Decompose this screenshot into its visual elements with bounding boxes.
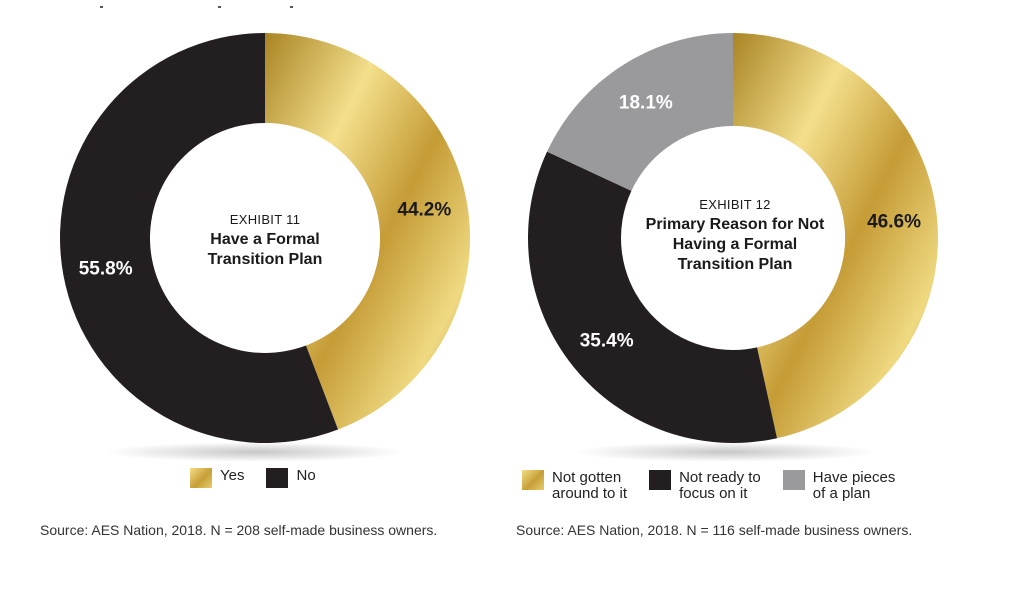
donut-value-label-not-ready-to-focus-on-it: 35.4%: [580, 330, 634, 351]
exhibit-12-legend: Not gotten around to it Not ready to foc…: [522, 470, 917, 502]
donut-slice-not-gotten-around-to-it: [733, 33, 939, 439]
exhibit-12-panel: 46.6% 35.4% 18.1% EXHIBIT 12 Primary Reaso…: [500, 0, 1024, 598]
exhibit-12-source: Source: AES Nation, 2018. N = 116 self-m…: [516, 522, 913, 538]
donut-slice-not-ready-to-focus-on-it: [528, 151, 778, 444]
donut-shadow: [105, 442, 405, 462]
legend-label-not-ready: Not ready to focus on it: [679, 469, 761, 502]
exhibit-11-center-label: EXHIBIT 11 Have a Formal Transition Plan: [175, 212, 355, 270]
donut-slice-no: [60, 33, 339, 443]
exhibit-11-donut-chart: 44.2% 55.8%: [60, 33, 471, 462]
exhibit-12-donut-chart: 46.6% 35.4% 18.1%: [528, 33, 939, 462]
exhibit-12-center-label: EXHIBIT 12 Primary Reason for Not Having…: [635, 197, 835, 275]
legend-label-have-pieces: Have pieces of a plan: [812, 469, 896, 502]
donut-value-label-not-gotten-around-to-it: 46.6%: [867, 211, 921, 232]
legend-item-no: No: [266, 467, 316, 488]
legend-label-not-gotten-around: Not gotten around to it: [552, 469, 628, 502]
legend-label-no: No: [296, 467, 316, 484]
donut-value-label-yes: 44.2%: [397, 200, 451, 221]
donut-hole: [621, 126, 845, 350]
donut-hole: [150, 123, 380, 353]
exhibit-12-title: Primary Reason for Not Having a Formal T…: [645, 216, 825, 273]
legend-label-yes: Yes: [220, 467, 245, 484]
legend-swatch-have-pieces: [782, 470, 805, 490]
exhibit-11-title: Have a Formal Transition Plan: [207, 231, 323, 268]
exhibit-11-legend: Yes No: [190, 468, 338, 488]
donut-value-label-have-pieces-of-a-plan: 18.1%: [619, 92, 673, 113]
legend-swatch-not-gotten-around: [522, 470, 544, 490]
donut-slice-have-pieces-of-a-plan: [547, 33, 733, 191]
donut-slice-yes: [265, 33, 471, 430]
legend-item-not-gotten-around: Not gotten around to it: [522, 470, 627, 502]
legend-item-not-ready: Not ready to focus on it: [649, 470, 761, 502]
legend-item-have-pieces: Have pieces of a plan: [782, 469, 896, 502]
donut-value-label-no: 55.8%: [79, 258, 133, 279]
legend-swatch-not-ready: [649, 470, 672, 490]
exhibit-11-source: Source: AES Nation, 2018. N = 208 self-m…: [40, 522, 438, 538]
exhibit-11-panel: 44.2% 55.8% EXHIBIT 11 Have a Formal Tran…: [0, 0, 500, 598]
exhibit-12-number: EXHIBIT 12: [699, 197, 771, 212]
legend-swatch-no: [266, 468, 289, 488]
exhibit-11-number: EXHIBIT 11: [229, 212, 301, 227]
legend-swatch-yes: [190, 468, 212, 488]
legend-item-yes: Yes: [190, 468, 244, 488]
donut-shadow: [575, 442, 875, 462]
top-edge-marks: [100, 6, 300, 10]
